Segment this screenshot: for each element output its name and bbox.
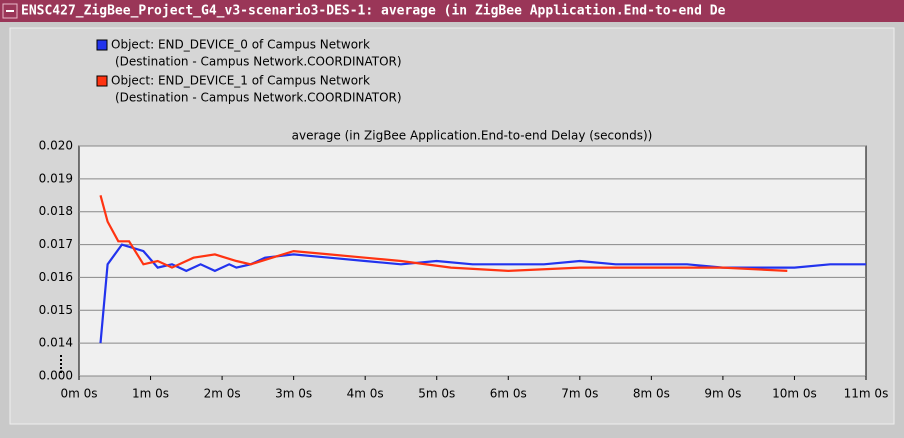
legend-detail: (Destination - Campus Network.COORDINATO… bbox=[115, 55, 402, 69]
x-tick-label: 4m 0s bbox=[347, 387, 384, 401]
title-bar bbox=[0, 0, 904, 22]
y-tick-label: 0.000 bbox=[39, 369, 73, 383]
x-tick-label: 11m 0s bbox=[844, 387, 889, 401]
y-tick-label: 0.020 bbox=[39, 139, 73, 153]
plot-area bbox=[78, 145, 867, 377]
x-tick-label: 9m 0s bbox=[704, 387, 741, 401]
chart-title: average (in ZigBee Application.End-to-en… bbox=[292, 129, 653, 143]
legend-label: Object: END_DEVICE_1 of Campus Network bbox=[111, 74, 370, 88]
x-tick-label: 10m 0s bbox=[772, 387, 817, 401]
window-title: ENSC427_ZigBee_Project_G4_v3-scenario3-D… bbox=[21, 4, 726, 19]
y-tick-label: 0.015 bbox=[39, 303, 73, 317]
legend-swatch bbox=[96, 75, 108, 87]
y-tick-label: 0.016 bbox=[39, 270, 73, 284]
x-tick-label: 0m 0s bbox=[60, 387, 97, 401]
x-tick-label: 6m 0s bbox=[490, 387, 527, 401]
x-tick-label: 3m 0s bbox=[275, 387, 312, 401]
series-line bbox=[99, 195, 788, 273]
legend-detail: (Destination - Campus Network.COORDINATO… bbox=[115, 91, 402, 105]
series-line bbox=[99, 243, 866, 344]
x-tick-label: 2m 0s bbox=[204, 387, 241, 401]
y-tick-label: 0.018 bbox=[39, 204, 73, 218]
x-tick-label: 7m 0s bbox=[561, 387, 598, 401]
x-tick-label: 8m 0s bbox=[633, 387, 670, 401]
y-tick-label: 0.017 bbox=[39, 237, 73, 251]
x-tick-label: 5m 0s bbox=[418, 387, 455, 401]
x-tick-label: 1m 0s bbox=[132, 387, 169, 401]
y-tick-label: 0.019 bbox=[39, 171, 73, 185]
y-tick-label: 0.014 bbox=[39, 336, 73, 350]
legend-swatch bbox=[96, 39, 108, 51]
legend-label: Object: END_DEVICE_0 of Campus Network bbox=[111, 38, 370, 52]
